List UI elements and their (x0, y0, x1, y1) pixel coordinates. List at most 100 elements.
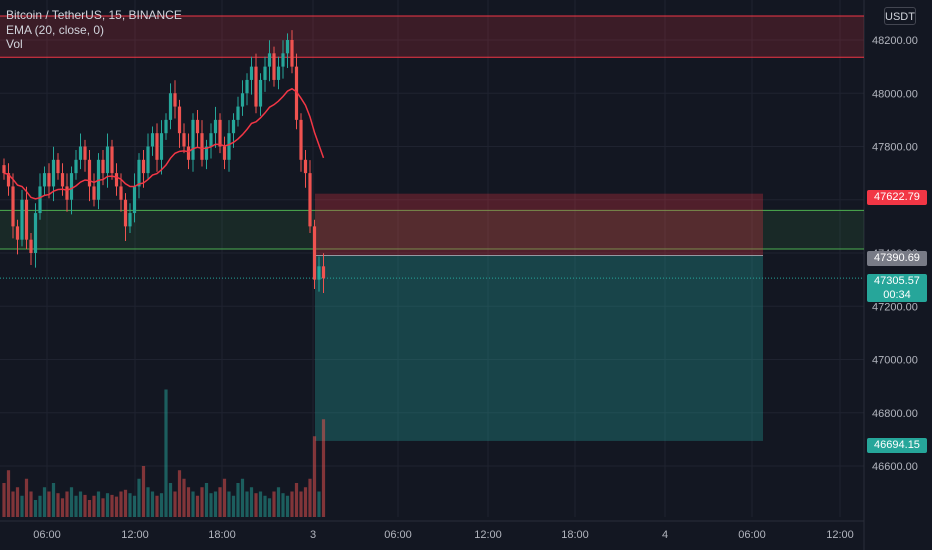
volume-bar (308, 478, 312, 517)
candlesticks (2, 30, 326, 293)
ema-line (3, 87, 325, 200)
candle-body (168, 93, 173, 120)
volume-bar (303, 487, 308, 517)
target-price-tag: 46694.15 (867, 438, 927, 453)
time-tick-label: 18:00 (561, 529, 589, 541)
stop-price-tag: 47622.79 (867, 190, 927, 205)
candle-body (146, 146, 150, 174)
volume-bar (155, 495, 159, 517)
time-tick-label: 06:00 (384, 529, 412, 541)
volume-bar (245, 491, 249, 517)
volume-bar (150, 491, 155, 517)
candle-body (132, 186, 137, 214)
volume-bar (42, 487, 47, 517)
volume-bar (236, 483, 240, 517)
candle-body (29, 239, 33, 253)
currency-button[interactable]: USDT (884, 7, 916, 25)
volume-bar (272, 491, 276, 517)
volume-bar (6, 470, 11, 517)
candle-body (317, 266, 321, 280)
volume-bar (105, 493, 110, 517)
candle-body (114, 173, 119, 187)
candle-body (101, 159, 105, 174)
candle-body (164, 119, 168, 134)
volume-bar (128, 493, 132, 517)
candle-body (33, 213, 38, 253)
time-tick-label: 4 (662, 529, 668, 541)
volume-bar (87, 500, 92, 517)
volume-bar (146, 487, 150, 517)
volume-bar (60, 498, 65, 517)
candle-body (213, 119, 218, 134)
volume-bar (240, 478, 245, 517)
candle-body (87, 159, 92, 187)
price-tick-label: 47000.00 (872, 355, 918, 367)
time-tick-label: 12:00 (474, 529, 502, 541)
candle-body (267, 53, 272, 67)
volume-bar (56, 493, 60, 517)
volume-bar (231, 495, 236, 517)
resistance-zone (0, 16, 864, 58)
stop-loss-zone (315, 193, 763, 256)
time-tick-label: 18:00 (208, 529, 236, 541)
volume-bar (38, 495, 42, 517)
candle-body (65, 186, 69, 200)
volume-bar (267, 498, 272, 517)
candle-body (209, 133, 213, 147)
candle-body (92, 186, 96, 200)
candle-body (42, 173, 47, 187)
volume-bar (204, 483, 209, 517)
volume-bar (29, 491, 33, 517)
candle-body (240, 93, 245, 107)
candle-body (51, 159, 56, 187)
volume-bar (258, 491, 263, 517)
candle-body (150, 133, 155, 147)
volume-indicator-label[interactable]: Vol (6, 37, 23, 51)
candle-body (272, 53, 276, 80)
candle-body (141, 159, 146, 174)
candle-body (303, 159, 308, 174)
volume-bar (83, 494, 87, 517)
volume-bar (164, 389, 168, 517)
time-axis[interactable]: 06:00 12:00 18:00 3 06:00 12:00 18:00 4 06:00 12:… (33, 529, 854, 541)
ema-indicator-label[interactable]: EMA (20, close, 0) (6, 22, 105, 37)
volume-bar (321, 419, 326, 517)
volume-bar (74, 495, 78, 517)
volume-bar (191, 491, 195, 517)
volume-bar (101, 498, 105, 517)
volume-bar (69, 487, 74, 517)
volume-bar (222, 478, 227, 517)
chart-legend: Bitcoin / TetherUS, 15, BINANCE EMA (20,… (6, 8, 182, 52)
volume-bar (290, 491, 294, 517)
volume-bar (299, 491, 303, 517)
volume-bar (24, 478, 29, 517)
volume-bar (114, 496, 119, 517)
volume-bar (11, 491, 15, 517)
volume-bar (317, 491, 321, 517)
candle-body (222, 146, 227, 160)
candle-body (227, 133, 231, 160)
current-price-value: 47305.57 (874, 275, 920, 287)
candle-body (191, 119, 195, 160)
candle-body (155, 133, 159, 160)
candle-body (60, 173, 65, 187)
symbol-title[interactable]: Bitcoin / TetherUS, 15, BINANCE (6, 8, 182, 22)
candle-body (69, 173, 74, 200)
candle-body (20, 199, 24, 240)
support-zone (0, 210, 864, 250)
volume-bar (47, 491, 51, 517)
chart-zones (0, 15, 864, 441)
candle-body (83, 146, 87, 160)
candle-body (276, 66, 281, 80)
price-tick-label: 46800.00 (872, 408, 918, 420)
candle-body (204, 146, 209, 160)
time-tick-label: 06:00 (33, 529, 61, 541)
candle-body (182, 133, 186, 147)
candle-body (119, 186, 123, 200)
volume-bar (227, 491, 231, 517)
volume-bar (2, 483, 6, 517)
volume-bar (200, 487, 204, 517)
candle-body (123, 199, 128, 227)
volume-bar (281, 493, 285, 517)
